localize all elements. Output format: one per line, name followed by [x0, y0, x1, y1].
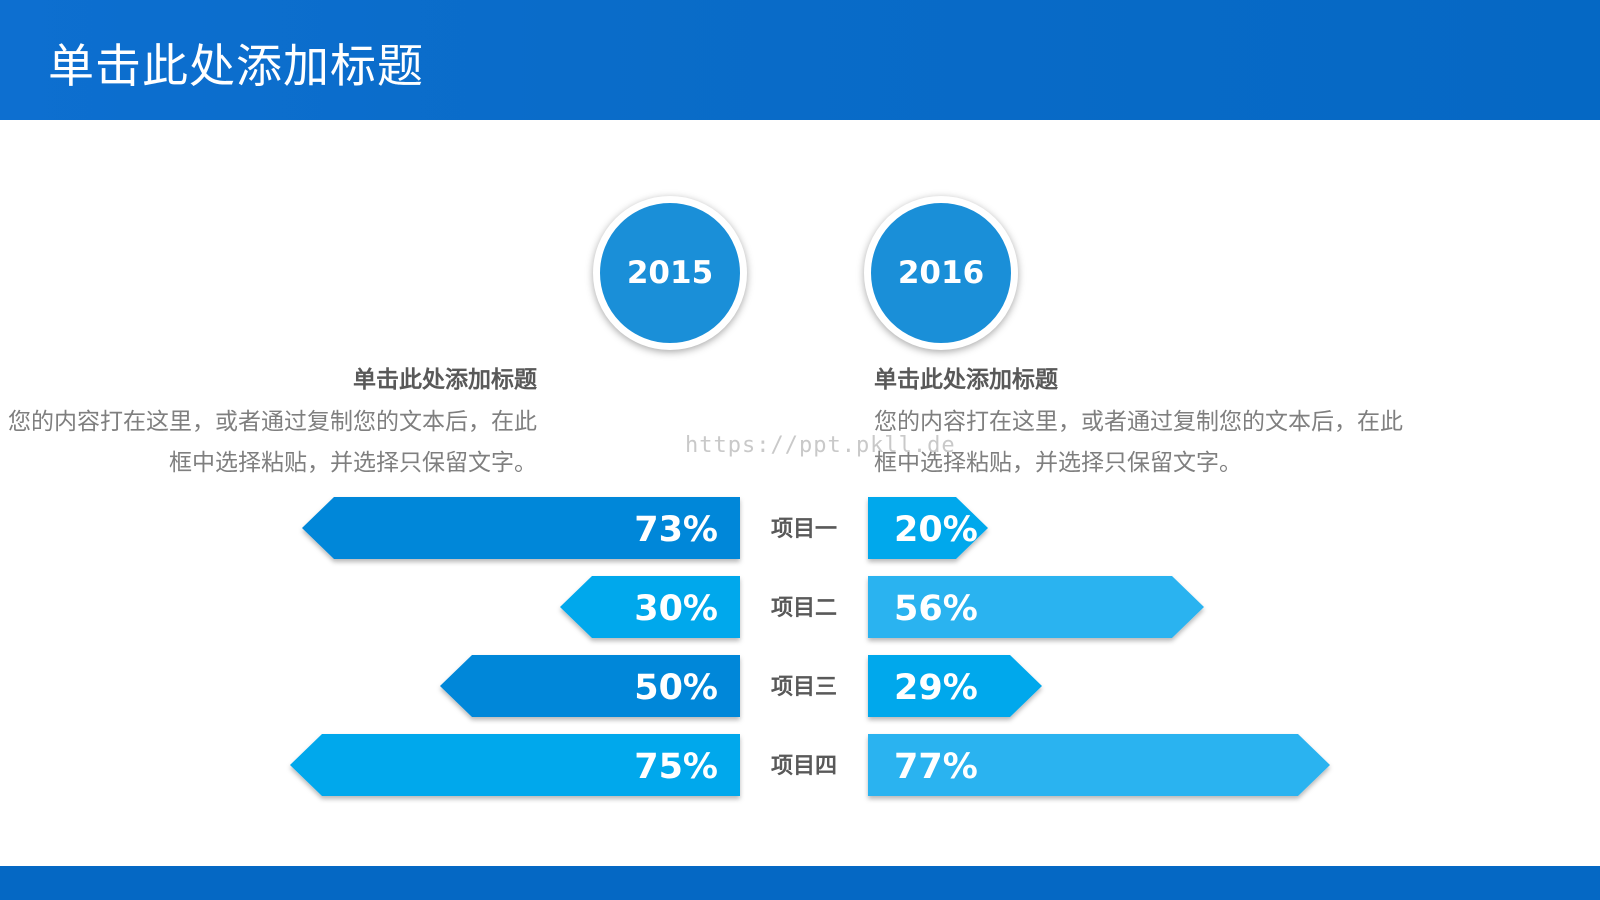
right-body-line-1: 您的内容打在这里，或者通过复制您的文本后，在此: [874, 409, 1403, 435]
bar-label-2016-1: 20%: [894, 510, 978, 550]
right-column-body: 您的内容打在这里，或者通过复制您的文本后，在此 框中选择粘贴，并选择只保留文字。: [874, 402, 1494, 484]
bar-2016-1: [868, 497, 988, 559]
page-title: 单击此处添加标题: [48, 39, 424, 93]
category-label-2: 项目二: [771, 596, 837, 621]
category-label-3: 项目三: [771, 675, 837, 700]
bar-2015-3: [440, 655, 740, 717]
right-body-line-2: 框中选择粘贴，并选择只保留文字。: [874, 450, 1242, 476]
watermark-text: https://ppt.pkll.de: [685, 433, 956, 458]
left-body-line-1: 您的内容打在这里，或者通过复制您的文本后，在此: [8, 409, 537, 435]
bar-label-2015-4: 75%: [634, 747, 718, 787]
left-column-title: 单击此处添加标题: [353, 367, 537, 393]
year-badge-2015: 2015: [593, 196, 747, 350]
bar-label-2016-4: 77%: [894, 747, 978, 787]
header-bar: 单击此处添加标题: [0, 0, 1600, 120]
bar-2015-4: [290, 734, 740, 796]
left-column-body: 您的内容打在这里，或者通过复制您的文本后，在此 框中选择粘贴，并选择只保留文字。: [0, 402, 537, 484]
bar-label-2016-3: 29%: [894, 668, 978, 708]
category-label-4: 项目四: [771, 754, 837, 779]
year-badge-2016: 2016: [864, 196, 1018, 350]
bar-2016-2: [868, 576, 1204, 638]
footer-bar: [0, 866, 1600, 900]
left-body-line-2: 框中选择粘贴，并选择只保留文字。: [169, 450, 537, 476]
bar-2015-1: [302, 497, 740, 559]
bar-label-2016-2: 56%: [894, 589, 978, 629]
right-column-title: 单击此处添加标题: [874, 367, 1058, 393]
bar-label-2015-1: 73%: [634, 510, 718, 550]
bar-2016-3: [868, 655, 1042, 717]
category-label-1: 项目一: [771, 517, 837, 542]
bar-label-2015-3: 50%: [634, 668, 718, 708]
bar-label-2015-2: 30%: [634, 589, 718, 629]
bar-2015-2: [560, 576, 740, 638]
bar-2016-4: [868, 734, 1330, 796]
